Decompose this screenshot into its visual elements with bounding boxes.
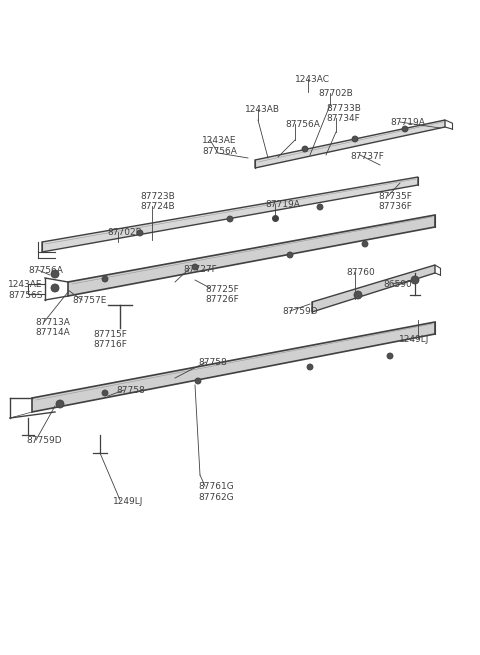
Text: 87758: 87758 (116, 386, 145, 395)
Circle shape (56, 400, 64, 408)
Circle shape (51, 284, 59, 292)
Text: 1243AC: 1243AC (295, 75, 330, 84)
Text: 87756A: 87756A (285, 120, 320, 129)
Circle shape (302, 146, 308, 152)
Polygon shape (32, 322, 435, 412)
Text: 87716F: 87716F (93, 340, 127, 349)
Text: 87719A: 87719A (390, 118, 425, 127)
Polygon shape (255, 120, 445, 168)
Text: 87756A: 87756A (28, 266, 63, 275)
Polygon shape (68, 215, 435, 296)
Circle shape (102, 390, 108, 396)
Text: 1243AE: 1243AE (202, 136, 237, 145)
Circle shape (137, 230, 143, 236)
Circle shape (102, 276, 108, 282)
Text: 87702B: 87702B (318, 89, 353, 98)
Text: 1249LJ: 1249LJ (113, 497, 144, 506)
Circle shape (307, 364, 313, 370)
Circle shape (411, 276, 419, 284)
Text: 87756S: 87756S (8, 291, 43, 300)
Text: 87759D: 87759D (282, 307, 318, 316)
Circle shape (352, 136, 358, 142)
Circle shape (51, 270, 59, 278)
Text: 87727F: 87727F (183, 265, 217, 274)
Circle shape (354, 291, 362, 299)
Circle shape (192, 264, 198, 270)
Text: 87725F: 87725F (205, 285, 239, 294)
Text: 87758: 87758 (198, 358, 227, 367)
Circle shape (387, 353, 393, 359)
Circle shape (287, 252, 293, 258)
Text: 87719A: 87719A (265, 200, 300, 209)
Text: 87759D: 87759D (26, 436, 61, 445)
Text: 1249LJ: 1249LJ (399, 335, 430, 344)
Text: 87756A: 87756A (202, 147, 237, 156)
Text: 86590: 86590 (383, 280, 412, 289)
Text: 87736F: 87736F (378, 202, 412, 211)
Text: 87723B: 87723B (140, 192, 175, 201)
Text: 87724B: 87724B (140, 202, 175, 211)
Text: 87757E: 87757E (72, 296, 107, 305)
Polygon shape (42, 177, 418, 252)
Text: 87714A: 87714A (35, 328, 70, 337)
Text: 87726F: 87726F (205, 295, 239, 304)
Text: 87733B: 87733B (326, 104, 361, 113)
Text: 87762G: 87762G (198, 493, 234, 502)
Circle shape (227, 216, 233, 222)
Circle shape (195, 378, 201, 384)
Circle shape (402, 126, 408, 132)
Text: 87713A: 87713A (35, 318, 70, 327)
Circle shape (362, 241, 368, 247)
Text: 87702B: 87702B (107, 228, 142, 237)
Text: 1243AE: 1243AE (8, 280, 43, 289)
Polygon shape (312, 265, 435, 312)
Text: 87737F: 87737F (350, 152, 384, 161)
Text: 87760: 87760 (346, 268, 375, 277)
Text: 87715F: 87715F (93, 330, 127, 339)
Text: 87761G: 87761G (198, 482, 234, 491)
Text: 87734F: 87734F (326, 114, 360, 123)
Circle shape (317, 204, 323, 210)
Text: 1243AB: 1243AB (245, 105, 280, 114)
Text: 87735F: 87735F (378, 192, 412, 201)
